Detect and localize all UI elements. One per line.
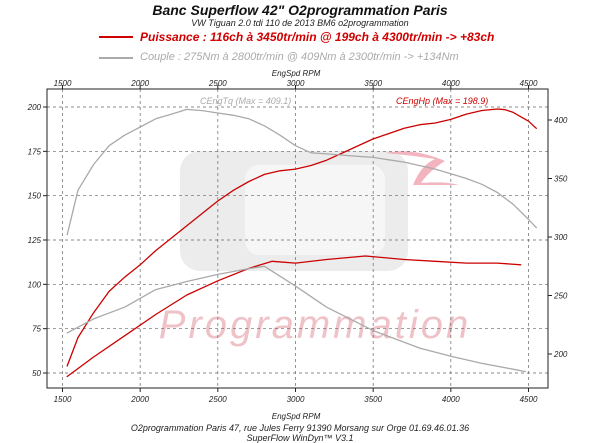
x-tick-label-bottom: 4000 — [442, 395, 460, 404]
chart-subtitle: VW Tiguan 2.0 tdi 110 de 2013 BM6 o2prog… — [191, 18, 409, 28]
legend-power-swatch — [99, 36, 133, 38]
axis-ticks: 1500 1500 2000 2000 2500 2500 3000 3000 3500 3500… — [27, 79, 568, 404]
x-tick-label-top: 3500 — [364, 79, 382, 88]
x-tick-label-top: 3000 — [287, 79, 305, 88]
chart-title: Banc Superflow 42" O2programmation Paris — [152, 2, 448, 18]
x-tick-label-bottom: 2500 — [208, 395, 227, 404]
x-tick-label-top: 4000 — [442, 79, 460, 88]
y-left-tick-label: 125 — [28, 236, 42, 245]
legend-torque-label: Couple : 275Nm à 2800tr/min @ 409Nm à 23… — [140, 51, 459, 63]
y-right-tick-label: 250 — [553, 292, 568, 301]
x-axis-label-top: EngSpd RPM — [272, 69, 321, 78]
y-right-tick-label: 200 — [553, 350, 568, 359]
x-axis-label-bottom: EngSpd RPM — [272, 412, 321, 421]
y-left-tick-label: 50 — [32, 369, 41, 378]
legend-torque-swatch — [99, 57, 133, 59]
torque-max-annotation: CEngTq (Max = 409.1) — [200, 96, 291, 106]
legend-power-label: Puissance : 116ch à 3450tr/min @ 199ch à… — [140, 30, 495, 44]
y-left-tick-label: 175 — [28, 147, 42, 156]
y-left-tick-label: 75 — [32, 325, 41, 334]
power-max-annotation: CEngHp (Max = 198.9) — [396, 96, 488, 106]
x-tick-label-top: 4500 — [520, 79, 538, 88]
x-tick-label-top: 2500 — [208, 79, 227, 88]
series-line-0 — [66, 108, 537, 367]
series-line-3 — [66, 265, 527, 373]
x-tick-label-top: 2000 — [130, 79, 149, 88]
x-tick-label-bottom: 3500 — [364, 395, 382, 404]
y-left-tick-label: 200 — [27, 103, 42, 112]
y-right-tick-label: 300 — [554, 233, 568, 242]
y-right-tick-label: 400 — [554, 116, 568, 125]
o2-logo-watermark — [180, 151, 459, 271]
footer-address: O2programmation Paris 47, rue Jules Ferr… — [130, 423, 470, 433]
watermark-text: Programmation — [159, 303, 471, 347]
x-tick-label-top: 1500 — [54, 79, 72, 88]
y-left-tick-label: 150 — [28, 192, 42, 201]
plot-frame — [46, 88, 549, 389]
y-left-tick-label: 100 — [28, 280, 42, 289]
series-line-1 — [66, 108, 537, 236]
x-tick-label-bottom: 4500 — [520, 395, 538, 404]
x-tick-label-bottom: 2000 — [130, 395, 149, 404]
x-tick-label-bottom: 1500 — [54, 395, 72, 404]
series-lines — [66, 108, 537, 378]
series-line-2 — [66, 255, 522, 378]
x-tick-label-bottom: 3000 — [287, 395, 305, 404]
y-right-tick-label: 350 — [554, 175, 568, 184]
footer-software: SuperFlow WinDyn™ V3.1 — [246, 433, 354, 443]
